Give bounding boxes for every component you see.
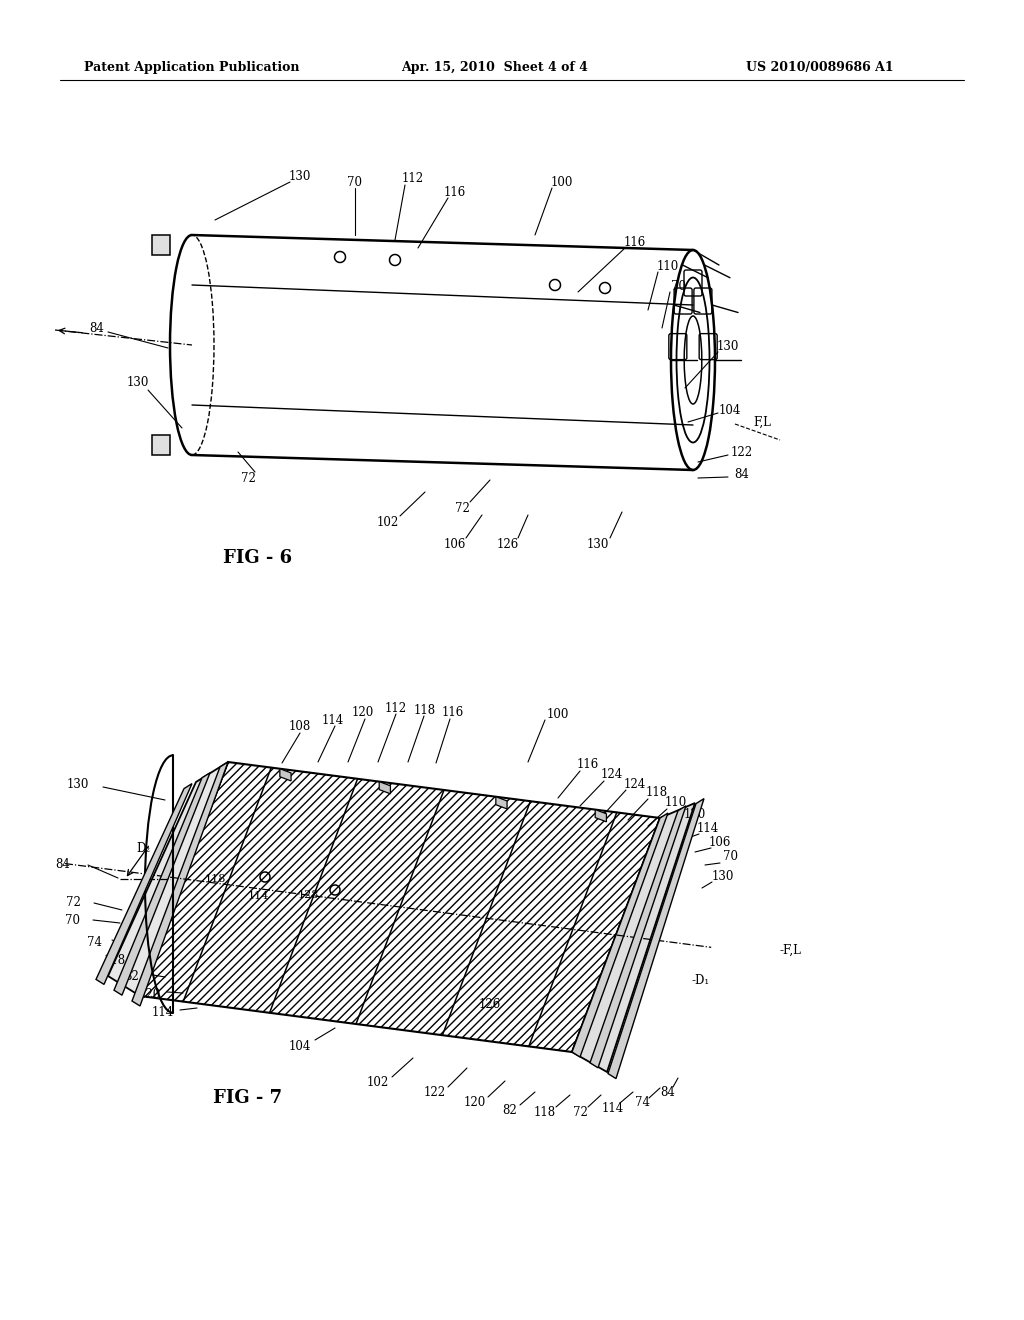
Text: 70: 70 [347, 176, 362, 189]
Text: 120: 120 [139, 989, 161, 1002]
Text: 120: 120 [352, 706, 374, 719]
Text: 118: 118 [104, 953, 126, 966]
Text: -D₁: -D₁ [692, 974, 710, 986]
Text: 84: 84 [89, 322, 104, 334]
Text: 122: 122 [731, 446, 753, 458]
Text: 70: 70 [66, 913, 81, 927]
Polygon shape [96, 784, 193, 985]
Text: 128: 128 [297, 890, 318, 900]
Text: 118: 118 [205, 874, 225, 884]
Polygon shape [152, 436, 170, 455]
Polygon shape [379, 781, 390, 793]
Text: 74: 74 [87, 936, 102, 949]
Text: FIG - 7: FIG - 7 [213, 1089, 283, 1107]
Text: 130: 130 [67, 777, 89, 791]
Text: 130: 130 [717, 339, 739, 352]
Text: 108: 108 [289, 721, 311, 734]
Text: 84: 84 [660, 1085, 676, 1098]
Text: 102: 102 [367, 1077, 389, 1089]
Text: 72: 72 [241, 471, 255, 484]
Polygon shape [152, 235, 170, 255]
Text: 118: 118 [414, 704, 436, 717]
Text: -F,L: -F,L [779, 944, 801, 957]
Text: 100: 100 [551, 176, 573, 189]
Polygon shape [280, 768, 291, 781]
Polygon shape [572, 813, 668, 1057]
Polygon shape [140, 762, 660, 1052]
Text: US 2010/0089686 A1: US 2010/0089686 A1 [746, 62, 894, 74]
Text: 104: 104 [289, 1040, 311, 1052]
Text: 72: 72 [455, 502, 469, 515]
Text: 106: 106 [443, 539, 466, 552]
Text: 130: 130 [712, 870, 734, 883]
Text: Apr. 15, 2010  Sheet 4 of 4: Apr. 15, 2010 Sheet 4 of 4 [401, 62, 589, 74]
Text: Patent Application Publication: Patent Application Publication [84, 62, 300, 74]
Text: 130: 130 [587, 539, 609, 552]
Text: D₂: D₂ [136, 842, 150, 855]
Text: 84: 84 [55, 858, 71, 871]
Text: 70: 70 [671, 280, 685, 293]
Text: 110: 110 [665, 796, 687, 809]
Text: 110: 110 [656, 260, 679, 272]
Text: 124: 124 [601, 768, 624, 781]
Polygon shape [572, 803, 695, 1072]
Polygon shape [595, 809, 606, 822]
Text: 116: 116 [442, 706, 464, 719]
Text: 118: 118 [534, 1106, 556, 1118]
Text: 74: 74 [636, 1097, 650, 1110]
Text: 114: 114 [697, 821, 719, 834]
Text: 102: 102 [377, 516, 399, 528]
Text: 70: 70 [723, 850, 737, 863]
Text: 116: 116 [624, 235, 646, 248]
Text: 116: 116 [577, 759, 599, 771]
Text: 122: 122 [424, 1086, 446, 1100]
Text: 120: 120 [684, 808, 707, 821]
Text: 118: 118 [646, 787, 668, 800]
Text: 112: 112 [402, 173, 424, 186]
Text: 82: 82 [503, 1104, 517, 1117]
Polygon shape [608, 799, 705, 1078]
Text: 130: 130 [127, 376, 150, 389]
Text: 126: 126 [497, 539, 519, 552]
Text: 116: 116 [443, 186, 466, 198]
Polygon shape [108, 762, 228, 997]
Text: 120: 120 [464, 1097, 486, 1110]
Polygon shape [590, 805, 686, 1068]
Text: 100: 100 [547, 708, 569, 721]
Text: 114: 114 [248, 891, 268, 902]
Text: 114: 114 [322, 714, 344, 726]
Text: 104: 104 [719, 404, 741, 417]
Polygon shape [496, 797, 507, 809]
Text: 84: 84 [734, 467, 750, 480]
Text: 112: 112 [385, 701, 408, 714]
Text: 130: 130 [289, 170, 311, 183]
Text: 72: 72 [66, 896, 81, 909]
Text: 114: 114 [152, 1006, 174, 1019]
Text: 82: 82 [125, 970, 139, 983]
Text: FIG - 6: FIG - 6 [223, 549, 293, 568]
Text: 126: 126 [479, 998, 501, 1011]
Text: 124: 124 [624, 777, 646, 791]
Text: 72: 72 [572, 1106, 588, 1118]
Text: 114: 114 [602, 1101, 624, 1114]
Text: F,L: F,L [753, 416, 771, 429]
Polygon shape [114, 772, 210, 995]
Polygon shape [132, 762, 228, 1006]
Text: 106: 106 [709, 836, 731, 849]
